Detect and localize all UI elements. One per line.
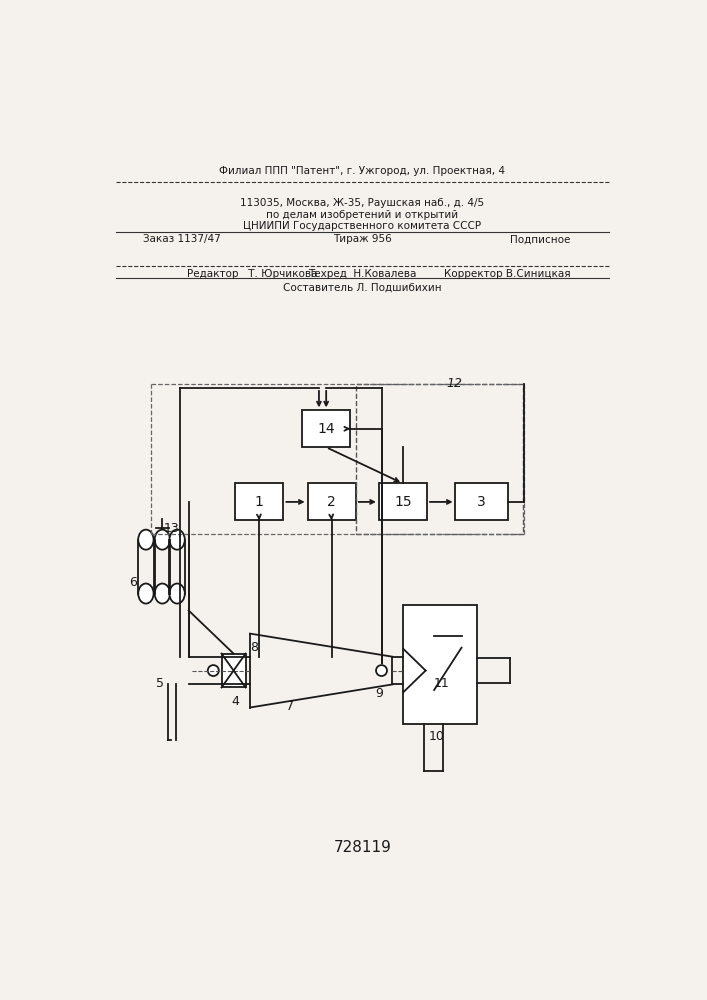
Text: 1: 1	[255, 495, 264, 509]
Text: 728119: 728119	[334, 840, 391, 855]
Ellipse shape	[139, 584, 153, 604]
Bar	[356, 384, 523, 534]
Ellipse shape	[155, 530, 170, 550]
Text: 12: 12	[446, 377, 462, 390]
Text: 11: 11	[434, 677, 450, 690]
Ellipse shape	[208, 665, 218, 676]
Text: Подписное: Подписное	[510, 234, 571, 244]
Text: 7: 7	[286, 700, 294, 713]
Text: 9: 9	[375, 687, 382, 700]
Text: Тираж 956: Тираж 956	[333, 234, 392, 244]
Ellipse shape	[139, 530, 153, 550]
Bar	[455, 483, 508, 520]
Text: 13: 13	[164, 522, 180, 535]
Text: Филиал ППП "Патент", г. Ужгород, ул. Проектная, 4: Филиал ППП "Патент", г. Ужгород, ул. Про…	[219, 166, 506, 176]
Text: Заказ 1137/47: Заказ 1137/47	[144, 234, 221, 244]
Text: 2: 2	[327, 495, 336, 509]
Text: 3: 3	[477, 495, 486, 509]
Text: 15: 15	[394, 495, 411, 509]
Text: Составитель Л. Подшибихин: Составитель Л. Подшибихин	[283, 283, 442, 293]
Bar	[379, 483, 427, 520]
Bar	[308, 483, 356, 520]
Ellipse shape	[376, 665, 387, 676]
Text: 6: 6	[129, 576, 137, 588]
Bar	[404, 605, 477, 724]
Text: Редактор   Т. Юрчикова: Редактор Т. Юрчикова	[187, 269, 317, 279]
Text: 4: 4	[231, 695, 239, 708]
Ellipse shape	[170, 584, 185, 604]
Text: Техред  Н.Ковалева: Техред Н.Ковалева	[308, 269, 416, 279]
Bar	[221, 654, 245, 687]
Text: 10: 10	[428, 730, 444, 742]
Text: Корректор В.Синицкая: Корректор В.Синицкая	[444, 269, 571, 279]
Text: 113035, Москва, Ж-35, Раушская наб., д. 4/5: 113035, Москва, Ж-35, Раушская наб., д. …	[240, 198, 484, 208]
Text: ЦНИИПИ Государственного комитета СССР: ЦНИИПИ Государственного комитета СССР	[243, 221, 481, 231]
Bar	[302, 410, 350, 447]
Text: 8: 8	[250, 641, 258, 654]
Ellipse shape	[155, 584, 170, 604]
Bar	[235, 483, 284, 520]
Text: 14: 14	[317, 422, 335, 436]
Text: 5: 5	[156, 677, 163, 690]
Ellipse shape	[170, 530, 185, 550]
Text: по делам изобретений и открытий: по делам изобретений и открытий	[267, 210, 458, 220]
